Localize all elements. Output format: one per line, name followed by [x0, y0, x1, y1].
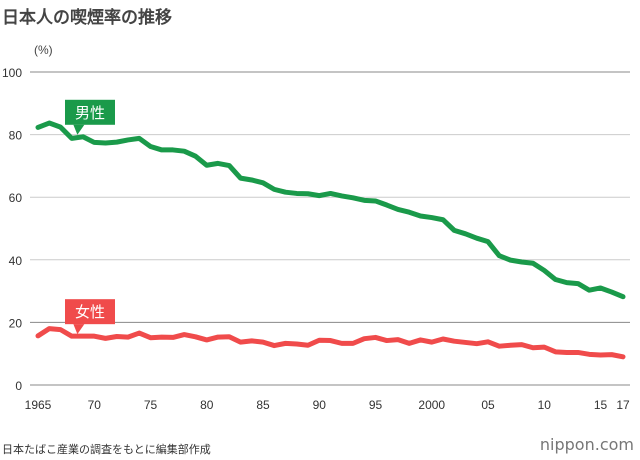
- series-label: 男性: [75, 105, 105, 122]
- y-tick-label: 0: [15, 379, 22, 393]
- y-tick-label: 80: [9, 129, 23, 143]
- x-tick-label: 1965: [25, 398, 52, 412]
- series-line-male: [35, 120, 626, 300]
- series-line-female: [35, 326, 626, 360]
- x-tick-label: 2000: [418, 398, 445, 412]
- x-tick-label: 95: [369, 398, 383, 412]
- y-tick-label: 100: [2, 66, 22, 80]
- series-label-box: [65, 99, 115, 125]
- x-tick-label: 70: [88, 398, 102, 412]
- x-tick-label: 75: [144, 398, 158, 412]
- x-tick-label: 05: [481, 398, 495, 412]
- x-tick-label: 17: [616, 398, 630, 412]
- y-axis-label: (%): [34, 43, 53, 57]
- x-tick-label: 15: [594, 398, 608, 412]
- series-label-pointer: [73, 124, 85, 135]
- x-tick-label: 10: [538, 398, 552, 412]
- y-tick-label: 40: [9, 254, 23, 268]
- nippon-logo[interactable]: nippon.com: [539, 435, 634, 454]
- x-tick-label: 85: [256, 398, 270, 412]
- series-label: 女性: [75, 303, 105, 321]
- source-note: 日本たばこ産業の調査をもとに編集部作成: [2, 443, 211, 456]
- x-tick-label: 90: [313, 398, 327, 412]
- x-tick-label: 80: [200, 398, 214, 412]
- chart-title: 日本人の喫煙率の推移: [2, 8, 172, 28]
- series-label-box: [65, 299, 115, 325]
- y-tick-label: 60: [9, 191, 23, 205]
- series-label-pointer: [73, 324, 85, 335]
- y-tick-label: 20: [9, 316, 23, 330]
